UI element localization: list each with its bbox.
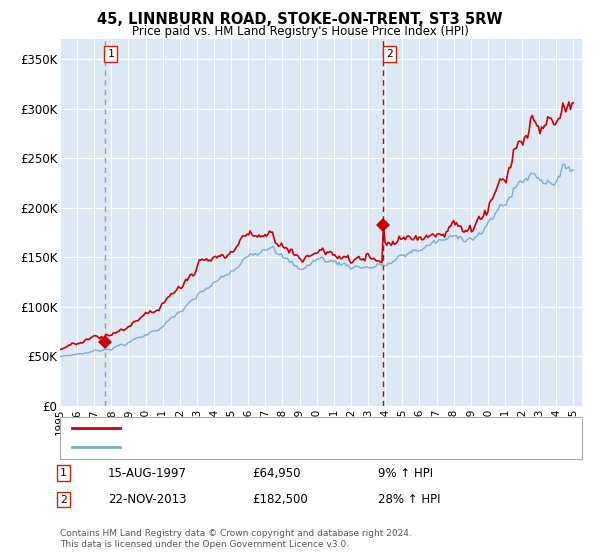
Text: 9% ↑ HPI: 9% ↑ HPI <box>378 466 433 480</box>
Text: £64,950: £64,950 <box>252 466 301 480</box>
Text: 2: 2 <box>386 49 393 59</box>
Text: 1: 1 <box>60 468 67 478</box>
Text: 45, LINNBURN ROAD, STOKE-ON-TRENT, ST3 5RW: 45, LINNBURN ROAD, STOKE-ON-TRENT, ST3 5… <box>97 12 503 27</box>
Text: 45, LINNBURN ROAD, STOKE-ON-TRENT, ST3 5RW (detached house): 45, LINNBURN ROAD, STOKE-ON-TRENT, ST3 5… <box>126 423 505 433</box>
Text: HPI: Average price, detached house, Stoke-on-Trent: HPI: Average price, detached house, Stok… <box>126 442 413 452</box>
Text: Contains HM Land Registry data © Crown copyright and database right 2024.
This d: Contains HM Land Registry data © Crown c… <box>60 529 412 549</box>
Text: 22-NOV-2013: 22-NOV-2013 <box>108 493 187 506</box>
Text: 2: 2 <box>60 494 67 505</box>
Text: 15-AUG-1997: 15-AUG-1997 <box>108 466 187 480</box>
Text: Price paid vs. HM Land Registry's House Price Index (HPI): Price paid vs. HM Land Registry's House … <box>131 25 469 38</box>
Text: 28% ↑ HPI: 28% ↑ HPI <box>378 493 440 506</box>
Text: 1: 1 <box>107 49 114 59</box>
Text: £182,500: £182,500 <box>252 493 308 506</box>
